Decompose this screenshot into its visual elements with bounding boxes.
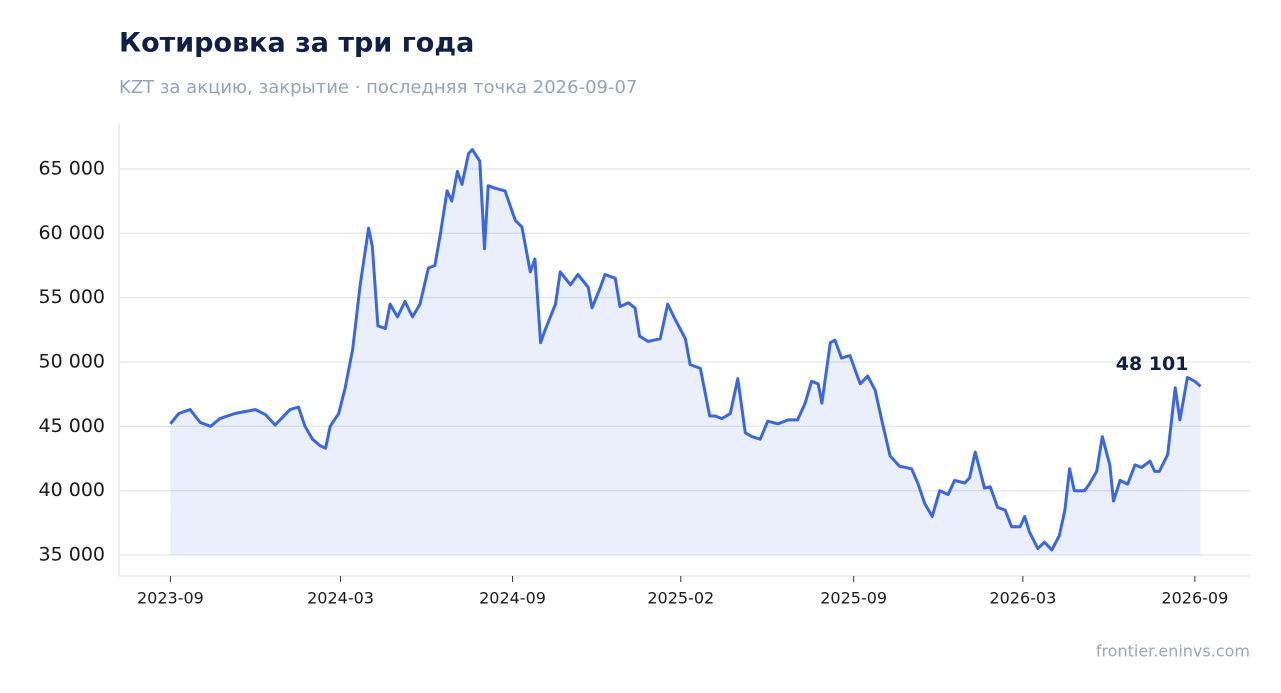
x-tick-label: 2025-02	[647, 589, 714, 608]
y-tick-label: 35 000	[39, 544, 105, 566]
chart-subtitle: KZT за акцию, закрытие · последняя точка…	[119, 77, 637, 98]
source: frontier.eninvs.com	[1096, 642, 1250, 661]
y-tick-label: 40 000	[39, 479, 105, 501]
x-tick-label: 2026-09	[1161, 589, 1228, 608]
y-tick-label: 45 000	[39, 415, 105, 437]
chart-title: Котировка за три года	[119, 28, 474, 59]
y-tick-label: 50 000	[39, 350, 105, 372]
x-tick-label: 2026-03	[989, 589, 1056, 608]
price-line	[169, 148, 1202, 552]
x-tick-label: 2024-09	[479, 589, 546, 608]
x-tick-label: 2024-03	[307, 589, 374, 608]
area-fill	[170, 149, 1201, 556]
y-tick-label: 60 000	[39, 222, 105, 244]
x-tick-label: 2025-09	[820, 589, 887, 608]
value-label: 48 101	[1116, 353, 1189, 375]
y-tick-label: 65 000	[39, 157, 105, 179]
x-tick-label: 2023-09	[137, 589, 204, 608]
y-tick-label: 55 000	[39, 286, 105, 308]
